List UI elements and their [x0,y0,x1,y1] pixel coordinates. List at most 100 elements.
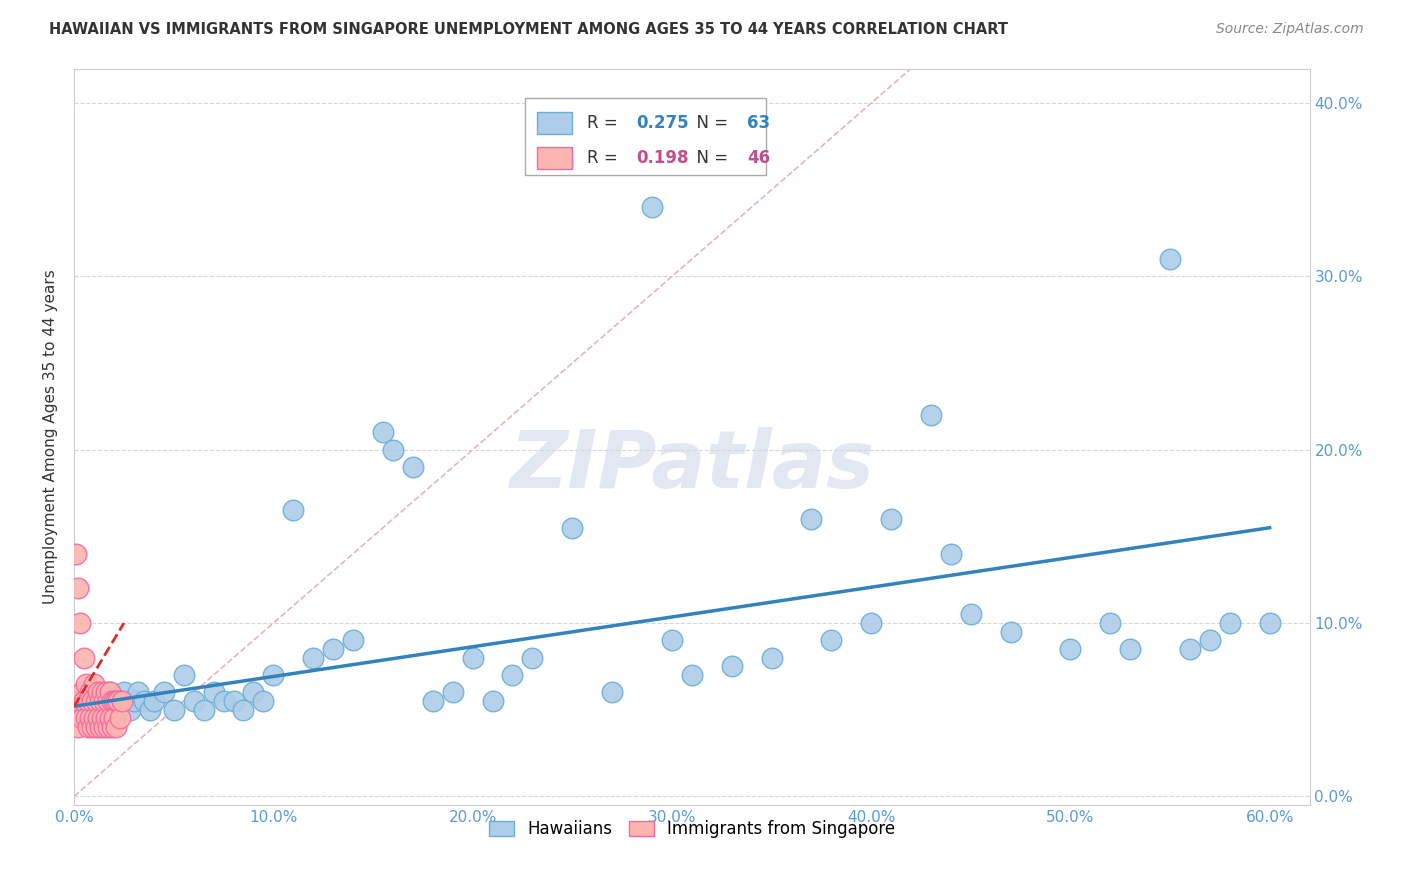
Point [79,711,101,725]
Point [107,694,129,708]
Point [761,650,783,665]
Text: R =: R = [586,113,623,132]
Point [522,650,544,665]
Point [107,703,129,717]
Point [142,694,165,708]
Point [104,720,127,734]
Legend: Hawaiians, Immigrants from Singapore: Hawaiians, Immigrants from Singapore [482,814,901,845]
FancyBboxPatch shape [537,147,572,169]
Point [91,685,114,699]
Point [252,694,274,708]
Point [69,694,91,708]
Point [262,668,284,682]
Point [77,694,100,708]
Point [193,703,215,717]
Point [101,694,124,708]
Point [1258,615,1281,630]
Point [860,615,883,630]
Point [441,685,464,699]
FancyBboxPatch shape [537,112,572,134]
Point [65,703,87,717]
Point [1178,642,1201,657]
Point [111,694,134,708]
Point [800,512,823,526]
Point [173,668,195,682]
Point [94,685,117,699]
Point [132,694,155,708]
Point [104,694,127,708]
Point [461,650,484,665]
Point [820,633,842,648]
Point [1219,615,1241,630]
Point [84,694,107,708]
Point [422,694,444,708]
Text: 0.198: 0.198 [636,149,689,168]
Y-axis label: Unemployment Among Ages 35 to 44 years: Unemployment Among Ages 35 to 44 years [44,269,58,604]
Point [880,512,903,526]
Text: 0.275: 0.275 [636,113,689,132]
Point [93,720,115,734]
Point [1159,252,1181,267]
Point [98,711,121,725]
Point [75,711,97,725]
Text: N =: N = [686,113,733,132]
Point [73,694,96,708]
Point [202,685,225,699]
Point [118,703,141,717]
Point [302,650,325,665]
Point [69,615,91,630]
Point [67,720,90,734]
Point [80,720,103,734]
Point [79,685,101,699]
Point [83,676,105,690]
Point [77,720,100,734]
Point [1199,633,1222,648]
Point [87,694,110,708]
Point [1119,642,1142,657]
Point [87,711,110,725]
Point [67,582,90,596]
Point [600,685,623,699]
Point [98,685,121,699]
Text: N =: N = [686,149,733,168]
Point [89,720,111,734]
Text: 63: 63 [748,113,770,132]
Point [959,607,981,622]
Point [83,711,105,725]
Point [97,720,120,734]
Point [1099,615,1122,630]
Point [93,711,115,725]
Point [70,685,93,699]
Point [939,547,962,561]
Point [89,694,111,708]
Point [70,711,93,725]
Point [127,685,149,699]
Point [73,694,96,708]
Text: ZIPatlas: ZIPatlas [509,427,875,505]
Point [322,642,344,657]
Point [97,694,120,708]
Point [381,442,404,457]
Text: 46: 46 [748,149,770,168]
Point [112,685,135,699]
Point [641,200,664,214]
Point [1000,624,1022,639]
Text: Source: ZipAtlas.com: Source: ZipAtlas.com [1216,22,1364,37]
Point [103,694,125,708]
Point [91,711,114,725]
Point [212,694,235,708]
Point [481,694,503,708]
Point [79,685,101,699]
Point [283,503,305,517]
Point [87,685,110,699]
Point [101,720,124,734]
Point [222,694,245,708]
Point [402,460,425,475]
Point [103,711,125,725]
Point [73,650,96,665]
Point [108,711,131,725]
Point [139,703,162,717]
Point [65,547,87,561]
Point [242,685,264,699]
Point [163,703,186,717]
